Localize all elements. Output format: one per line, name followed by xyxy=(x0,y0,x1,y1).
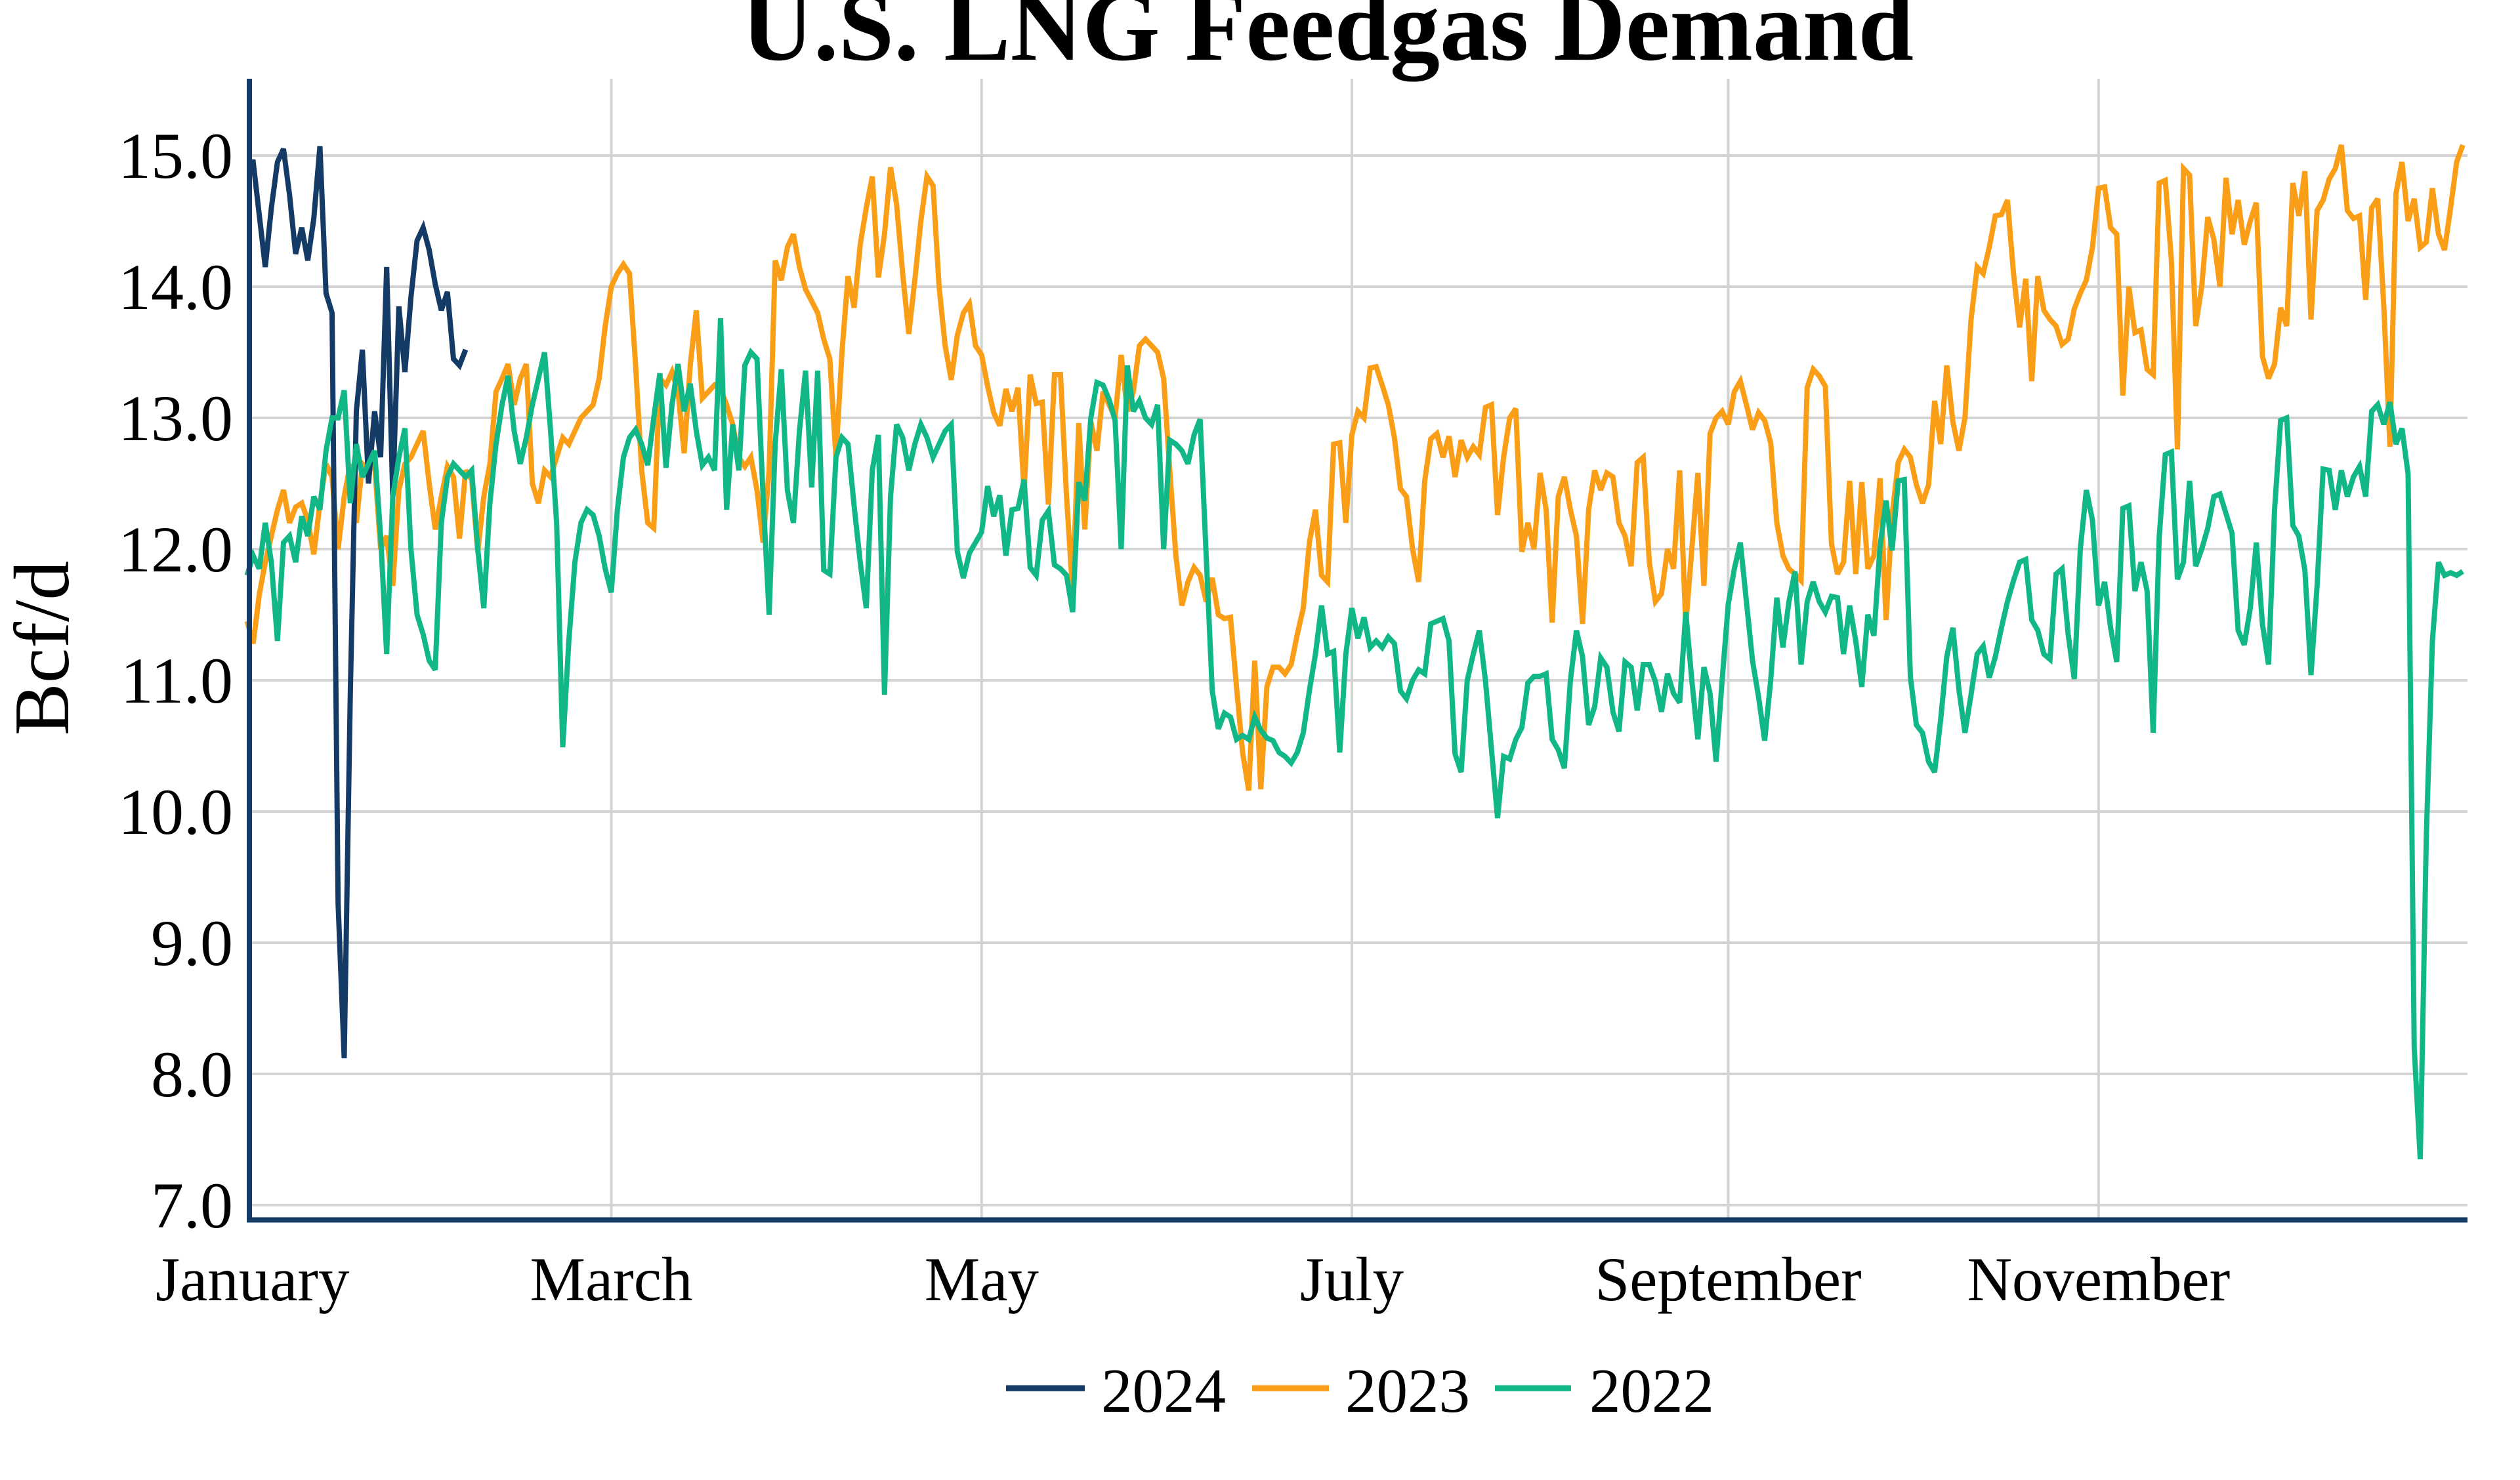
svg-text:November: November xyxy=(1967,1244,2230,1314)
svg-text:8.0: 8.0 xyxy=(151,1038,233,1111)
svg-text:2022: 2022 xyxy=(1589,1356,1714,1426)
svg-text:9.0: 9.0 xyxy=(151,907,233,979)
svg-text:July: July xyxy=(1300,1244,1404,1314)
svg-text:U.S. LNG Feedgas Demand: U.S. LNG Feedgas Demand xyxy=(742,0,1914,82)
svg-text:14.0: 14.0 xyxy=(118,251,233,323)
svg-text:March: March xyxy=(530,1244,693,1314)
svg-text:12.0: 12.0 xyxy=(118,513,233,586)
svg-text:7.0: 7.0 xyxy=(151,1169,233,1242)
svg-text:11.0: 11.0 xyxy=(121,644,233,717)
svg-text:10.0: 10.0 xyxy=(118,775,233,848)
svg-text:Bcf/d: Bcf/d xyxy=(0,561,85,736)
svg-text:May: May xyxy=(925,1244,1040,1314)
svg-text:2024: 2024 xyxy=(1101,1356,1226,1426)
svg-text:2023: 2023 xyxy=(1345,1356,1470,1426)
svg-text:13.0: 13.0 xyxy=(118,382,233,455)
svg-text:January: January xyxy=(156,1244,350,1314)
svg-text:15.0: 15.0 xyxy=(118,119,233,192)
svg-text:September: September xyxy=(1595,1244,1861,1314)
